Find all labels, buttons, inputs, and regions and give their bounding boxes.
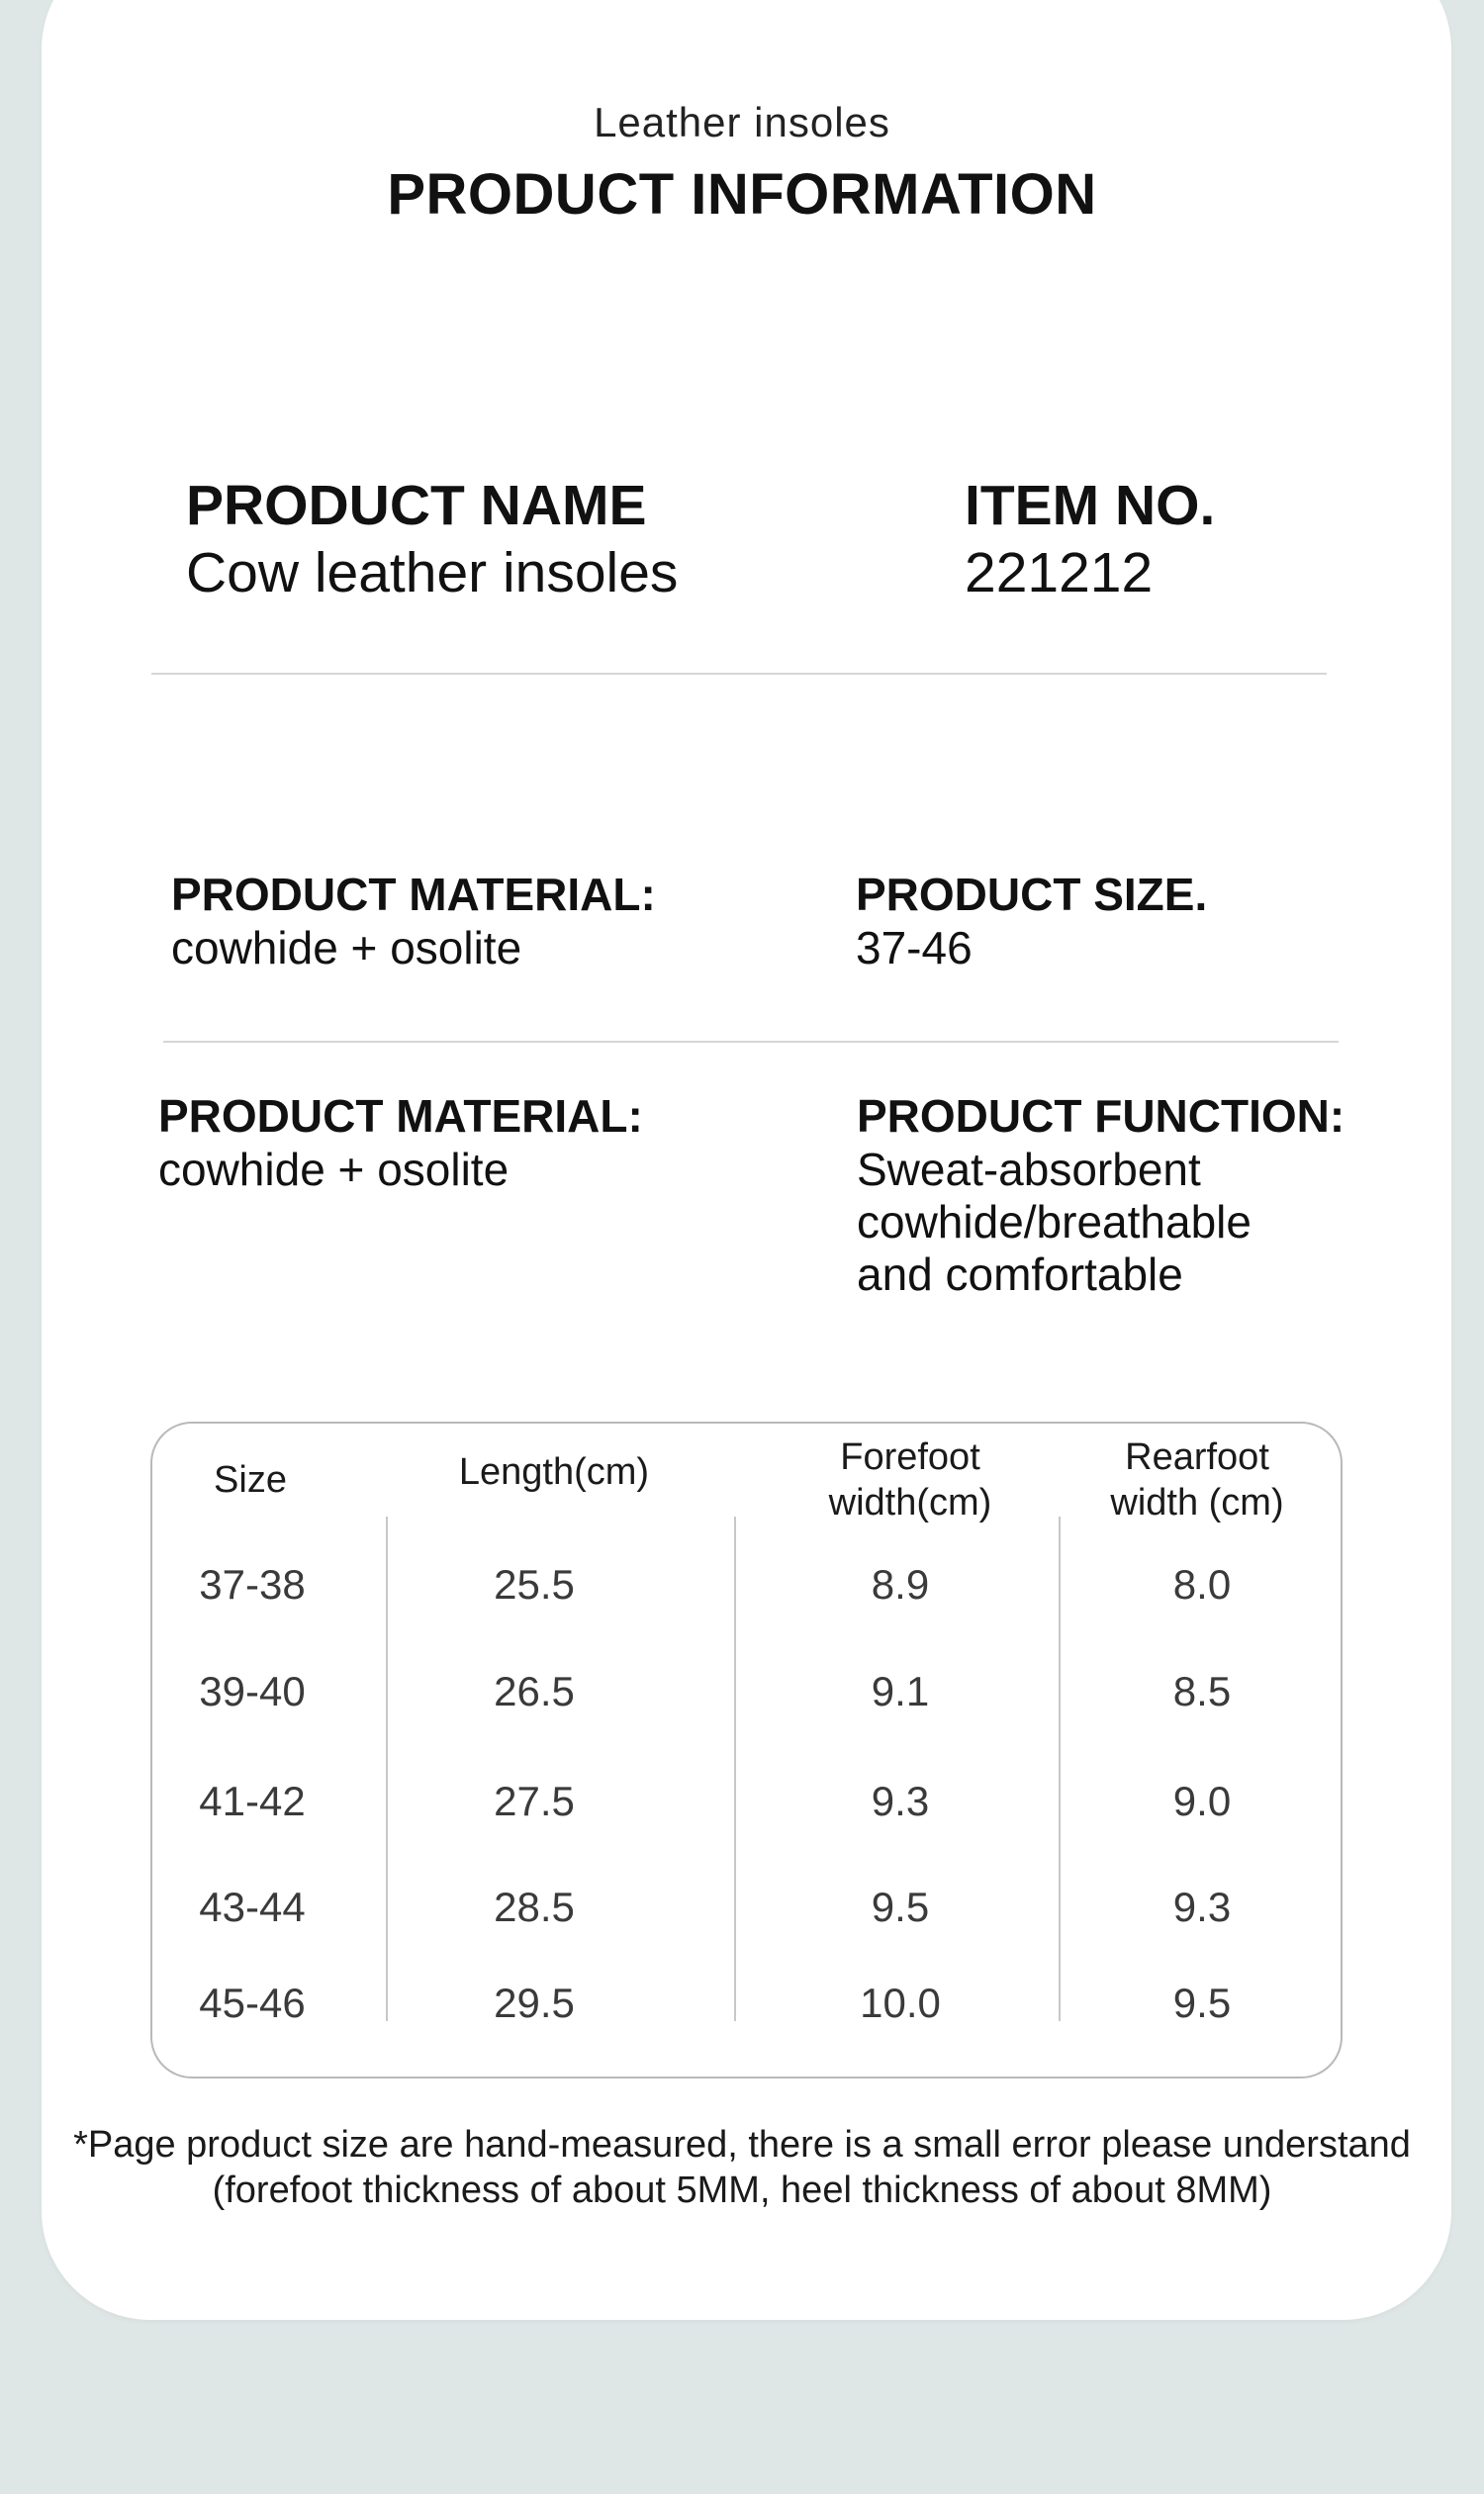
table-cell-size: 39-40 [199, 1668, 306, 1714]
divider-top [151, 673, 1327, 675]
size-label: PRODUCT SIZE. [856, 869, 1208, 920]
table-cell-length: 29.5 [494, 1980, 575, 2026]
table-cell-rearfoot: 8.5 [1172, 1668, 1232, 1714]
material-value-1: cowhide + osolite [171, 922, 522, 973]
info-card [42, 0, 1451, 2320]
table-cell-size: 45-46 [199, 1980, 306, 2026]
table-cell-rearfoot: 9.5 [1172, 1980, 1232, 2026]
table-cell-size: 43-44 [199, 1884, 306, 1930]
table-cell-forefoot: 9.5 [871, 1884, 930, 1930]
table-cell-forefoot: 9.3 [871, 1778, 930, 1824]
header-length: Length(cm) [458, 1451, 650, 1493]
table-cell-forefoot: 10.0 [860, 1980, 941, 2026]
function-line-1: Sweat-absorbent [857, 1144, 1201, 1195]
column-divider-2 [734, 1517, 736, 2021]
material-value-2: cowhide + osolite [158, 1144, 510, 1195]
function-line-2: cowhide/breathable [857, 1196, 1252, 1247]
column-divider-1 [386, 1517, 388, 2021]
table-cell-forefoot: 8.9 [871, 1561, 930, 1608]
header-forefoot-line2: width(cm) [828, 1482, 992, 1524]
function-label: PRODUCT FUNCTION: [857, 1090, 1345, 1142]
item-no-label: ITEM NO. [965, 474, 1216, 537]
table-cell-forefoot: 9.1 [871, 1668, 930, 1714]
header-rearfoot-line1: Rearfoot [1125, 1436, 1269, 1478]
table-cell-length: 25.5 [494, 1561, 575, 1608]
page-title: PRODUCT INFORMATION [387, 162, 1097, 227]
size-table [150, 1422, 1343, 2078]
table-cell-length: 28.5 [494, 1884, 575, 1930]
column-divider-3 [1059, 1517, 1061, 2021]
product-name-value: Cow leather insoles [186, 541, 679, 604]
function-line-3: and comfortable [857, 1248, 1183, 1300]
header-forefoot-line1: Forefoot [840, 1436, 980, 1478]
divider-middle [163, 1041, 1339, 1043]
table-cell-rearfoot: 9.0 [1172, 1778, 1232, 1824]
header-rearfoot-line2: width (cm) [1110, 1482, 1284, 1524]
item-no-value: 221212 [965, 541, 1154, 604]
product-name-label: PRODUCT NAME [186, 474, 647, 537]
footnote-line-1: *Page product size are hand-measured, th… [73, 2124, 1411, 2166]
footnote-line-2: (forefoot thickness of about 5MM, heel t… [212, 2170, 1272, 2211]
size-value: 37-46 [856, 922, 973, 973]
table-cell-size: 41-42 [199, 1778, 306, 1824]
material-label-2: PRODUCT MATERIAL: [158, 1090, 643, 1142]
table-cell-length: 27.5 [494, 1778, 575, 1824]
table-cell-rearfoot: 9.3 [1172, 1884, 1232, 1930]
table-cell-size: 37-38 [199, 1561, 306, 1608]
material-label-1: PRODUCT MATERIAL: [171, 869, 656, 920]
subtitle: Leather insoles [594, 99, 890, 145]
header-size: Size [214, 1459, 287, 1501]
table-cell-length: 26.5 [494, 1668, 575, 1714]
table-cell-rearfoot: 8.0 [1172, 1561, 1232, 1608]
